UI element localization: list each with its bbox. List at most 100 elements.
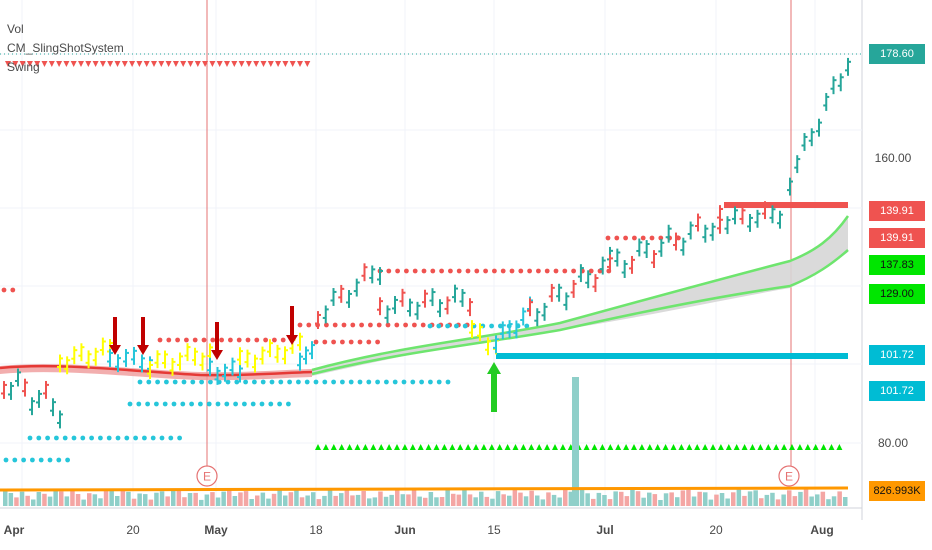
volume-bar xyxy=(551,494,557,506)
resistance-dot xyxy=(175,337,181,343)
volume-bar xyxy=(641,497,646,506)
support-dot xyxy=(357,379,363,385)
resistance-dot xyxy=(324,322,329,328)
resistance-dot xyxy=(245,337,251,343)
buy-triangle-marker xyxy=(496,444,503,450)
resistance-dot xyxy=(313,339,319,345)
support-dot xyxy=(172,379,178,385)
volume-bar xyxy=(501,494,506,506)
buy-triangle-marker xyxy=(322,444,329,450)
x-tick-label: 20 xyxy=(126,523,140,537)
volume-bar xyxy=(232,496,238,506)
red-down-arrow-shaft xyxy=(141,317,145,347)
volume-bar xyxy=(736,489,742,506)
volume-bar xyxy=(523,496,529,506)
support-dot xyxy=(199,379,205,385)
support-dot xyxy=(189,401,195,407)
volume-bar xyxy=(585,493,590,506)
sell-triangle-marker xyxy=(78,61,84,67)
resistance-dot xyxy=(366,339,372,345)
volume-bar xyxy=(31,499,36,506)
ohlc-bar xyxy=(346,290,352,308)
legend-vol[interactable]: Vol xyxy=(7,22,24,36)
volume-bar xyxy=(535,495,540,506)
support-dot xyxy=(155,379,161,385)
resistance-dot xyxy=(500,268,506,274)
buy-triangle-marker xyxy=(457,444,464,450)
volume-bar xyxy=(837,491,842,506)
sell-triangle-marker xyxy=(158,61,165,67)
volume-bar xyxy=(154,492,159,506)
volume-bar xyxy=(579,489,585,506)
resistance-dot xyxy=(430,268,436,274)
sell-triangle-marker xyxy=(224,61,230,67)
ohlc-bar xyxy=(563,292,570,311)
legend-swing[interactable]: Swing xyxy=(7,60,40,74)
buy-triangle-marker xyxy=(662,444,669,450)
sell-triangle-marker xyxy=(202,61,209,67)
support-dot xyxy=(181,379,187,385)
support-dot xyxy=(233,401,239,407)
ohlc-bar xyxy=(199,352,206,371)
ohlc-bar xyxy=(444,296,451,315)
red-down-arrow-shaft xyxy=(215,322,219,352)
sell-triangle-marker xyxy=(209,61,216,67)
volume-bar xyxy=(753,490,758,506)
volume-bar xyxy=(42,493,47,506)
volume-bar xyxy=(299,497,305,506)
ohlc-bar xyxy=(322,305,329,324)
support-dot xyxy=(133,435,139,441)
ohlc-bar xyxy=(222,363,228,382)
indicator-legend: Vol CM_SlingShotSystem Swing xyxy=(7,20,124,77)
support-dot xyxy=(71,435,77,441)
ohlc-bar xyxy=(816,118,822,137)
support-dot xyxy=(250,401,256,407)
volume-bar xyxy=(59,491,64,506)
support-dot xyxy=(259,401,265,407)
resistance-dot xyxy=(614,235,620,241)
volume-bar xyxy=(798,491,803,506)
ohlc-bar xyxy=(739,206,746,225)
support-dot xyxy=(159,435,165,441)
buy-triangle-marker xyxy=(820,444,827,450)
support-dot xyxy=(296,379,301,385)
resistance-dot xyxy=(375,339,380,345)
volume-bar xyxy=(81,499,86,506)
ohlc-bar xyxy=(709,222,716,241)
resistance-dot xyxy=(474,268,480,274)
ema-line-red xyxy=(0,364,313,377)
buy-triangle-marker xyxy=(591,444,598,450)
volume-bar xyxy=(759,498,764,506)
price-tag: 139.91 xyxy=(869,201,925,221)
support-dot xyxy=(154,401,159,407)
volume-bar xyxy=(143,494,148,506)
resistance-dot xyxy=(544,268,550,274)
resistance-dot xyxy=(492,268,497,274)
buy-triangle-marker xyxy=(702,444,709,450)
sell-triangle-marker xyxy=(136,61,143,67)
volume-bar xyxy=(115,496,120,506)
support-dot xyxy=(384,379,389,385)
volume-bar xyxy=(658,500,663,506)
volume-bar xyxy=(451,493,456,506)
x-tick-label: 18 xyxy=(309,523,323,537)
volume-bar xyxy=(602,495,607,506)
resistance-dot xyxy=(562,268,568,274)
x-tick-label: 20 xyxy=(709,523,723,537)
ohlc-bar xyxy=(115,354,121,373)
ohlc-bar xyxy=(636,238,643,257)
ohlc-bar xyxy=(22,378,28,397)
ohlc-bar xyxy=(147,361,153,379)
buy-triangle-marker xyxy=(710,444,716,450)
ohlc-bar xyxy=(369,265,376,284)
volume-bar xyxy=(518,492,523,506)
legend-slingshot[interactable]: CM_SlingShotSystem xyxy=(7,41,124,55)
buy-triangle-marker xyxy=(694,444,701,450)
volume-bar xyxy=(445,489,450,506)
resistance-dot xyxy=(483,268,488,274)
ohlc-bar xyxy=(747,214,753,232)
volume-bar xyxy=(266,498,271,506)
ohlc-bar xyxy=(717,215,723,234)
ohlc-bar xyxy=(377,297,383,316)
